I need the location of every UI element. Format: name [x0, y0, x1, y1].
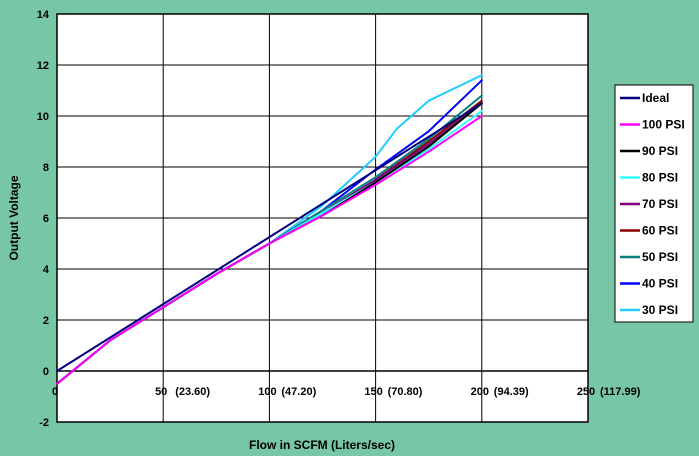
tick-labels: -2 0 2 4 6 8 10 12 14 0 50 (23.60) 100 (47.20) 150 (70.…	[37, 9, 641, 429]
x-tick-label: 100	[258, 386, 276, 398]
x-tick-label: 200	[471, 386, 489, 398]
x-tick-sublabel: (23.60)	[175, 386, 210, 398]
axes	[56, 13, 589, 423]
legend-label: 70 PSI	[642, 197, 678, 211]
x-tick-label: 250	[577, 386, 595, 398]
legend-label: 90 PSI	[642, 144, 678, 158]
y-tick-label: 12	[37, 60, 49, 72]
legend-label: 40 PSI	[642, 277, 678, 291]
series-lines	[56, 74, 483, 385]
x-tick-sublabel: (47.20)	[281, 386, 316, 398]
y-axis-title: Output Voltage	[7, 175, 21, 260]
y-tick-label: 2	[43, 315, 49, 327]
y-tick-label: 14	[37, 9, 50, 21]
x-tick-sublabel: (94.39)	[494, 386, 529, 398]
x-axis-title: Flow in SCFM (Liters/sec)	[249, 438, 395, 452]
legend-label: 50 PSI	[642, 250, 678, 264]
plot-border	[56, 13, 589, 423]
legend: Ideal 100 PSI 90 PSI 80 PSI 70 PSI 60 PSI 50 P…	[614, 84, 694, 323]
x-tick-label: 0	[52, 386, 58, 398]
y-tick-label: 10	[37, 111, 49, 123]
series-line-ideal	[56, 102, 483, 372]
x-tick-label: 50	[155, 386, 167, 398]
x-tick-sublabel: (117.99)	[600, 386, 641, 398]
legend-label: 60 PSI	[642, 224, 678, 238]
x-tick-label: 150	[364, 386, 382, 398]
y-tick-label: 4	[43, 264, 50, 276]
legend-label: Ideal	[642, 91, 669, 105]
y-tick-label: 8	[43, 162, 49, 174]
legend-label: 80 PSI	[642, 171, 678, 185]
legend-label: 30 PSI	[642, 303, 678, 317]
x-tick-sublabel: (70.80)	[388, 386, 423, 398]
y-tick-label: 0	[43, 366, 49, 378]
series-line-100-psi	[56, 115, 483, 385]
y-tick-label: -2	[39, 417, 49, 429]
legend-label: 100 PSI	[642, 118, 685, 132]
y-tick-label: 6	[43, 213, 49, 225]
